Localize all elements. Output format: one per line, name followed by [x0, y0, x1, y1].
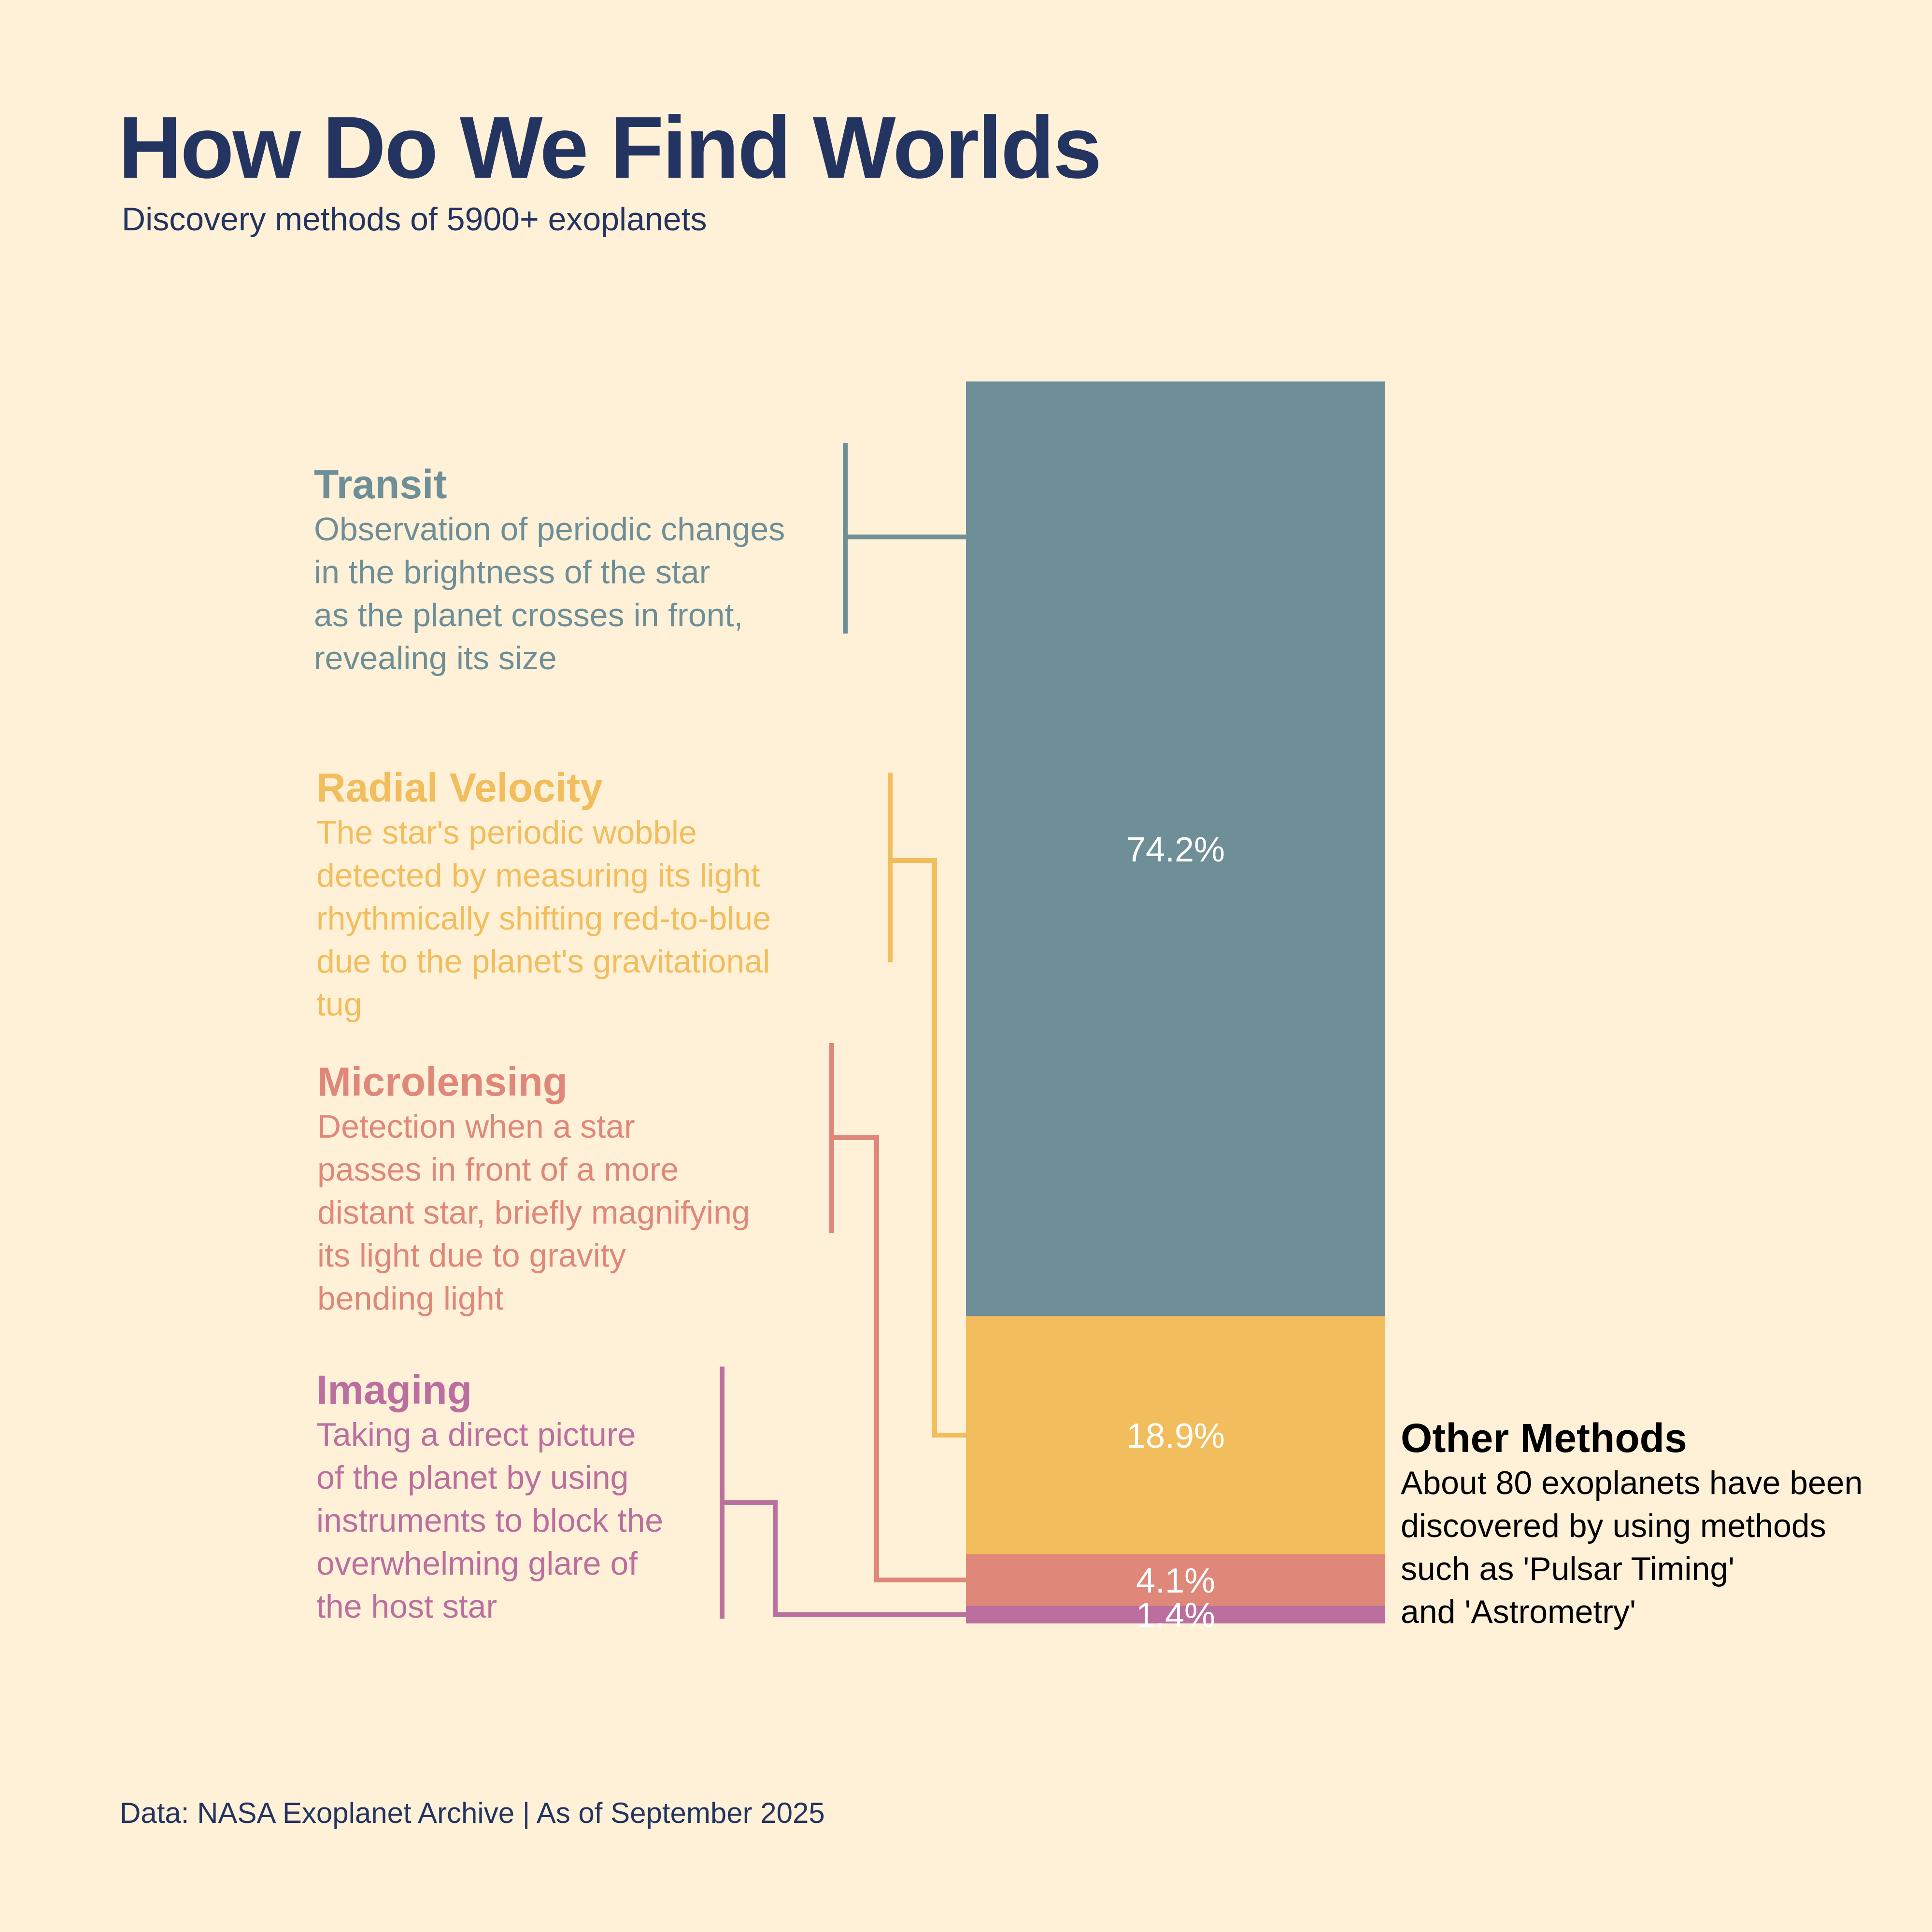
method-description: Detection when a star passes in front of… — [317, 1108, 750, 1317]
bar-segment-radial-velocity — [966, 1316, 1385, 1554]
other-methods-description: About 80 exoplanets have been discovered… — [1401, 1465, 1863, 1630]
stacked-bar — [966, 381, 1385, 1623]
method-description: Observation of periodic changes in the b… — [314, 511, 785, 677]
value-label-radial-velocity: 18.9% — [1126, 1417, 1225, 1455]
value-label-transit: 74.2% — [1126, 831, 1225, 869]
other-methods: Other Methods About 80 exoplanets have b… — [1401, 1415, 1863, 1634]
method-name: Imaging — [316, 1367, 472, 1412]
chart-subtitle: Discovery methods of 5900+ exoplanets — [122, 201, 707, 238]
value-labels: 74.2% 18.9% 4.1%1.4% — [1126, 831, 1225, 1635]
method-description: Taking a direct picture of the planet by… — [316, 1416, 664, 1625]
method-transit: Transit Observation of periodic changes … — [314, 461, 785, 680]
value-label-microlensing: 4.1% — [1136, 1562, 1215, 1600]
chart-title: How Do We Find Worlds — [118, 98, 1102, 197]
data-source: Data: NASA Exoplanet Archive | As of Sep… — [120, 1797, 825, 1829]
method-radial-velocity: Radial Velocity The star's periodic wobb… — [316, 764, 771, 1026]
connector-microlensing — [829, 1043, 966, 1583]
connector-lines — [720, 443, 966, 1619]
other-methods-title: Other Methods — [1401, 1415, 1687, 1461]
method-description: The star's periodic wobble detected by m… — [316, 814, 771, 1023]
bar-segment-transit — [966, 381, 1385, 1316]
bar-segment-imaging — [966, 1606, 1385, 1623]
method-name: Transit — [314, 462, 447, 507]
connector-transit — [843, 443, 966, 634]
method-name: Radial Velocity — [316, 765, 603, 810]
connector-radial-velocity — [888, 773, 966, 1438]
connector-imaging — [720, 1367, 966, 1619]
value-label-imaging: 1.4% — [1136, 1596, 1215, 1635]
method-imaging: Imaging Taking a direct picture of the p… — [316, 1367, 663, 1628]
bar-segment-microlensing — [966, 1554, 1385, 1606]
method-name: Microlensing — [317, 1059, 568, 1104]
method-microlensing: Microlensing Detection when a star passe… — [317, 1058, 750, 1320]
